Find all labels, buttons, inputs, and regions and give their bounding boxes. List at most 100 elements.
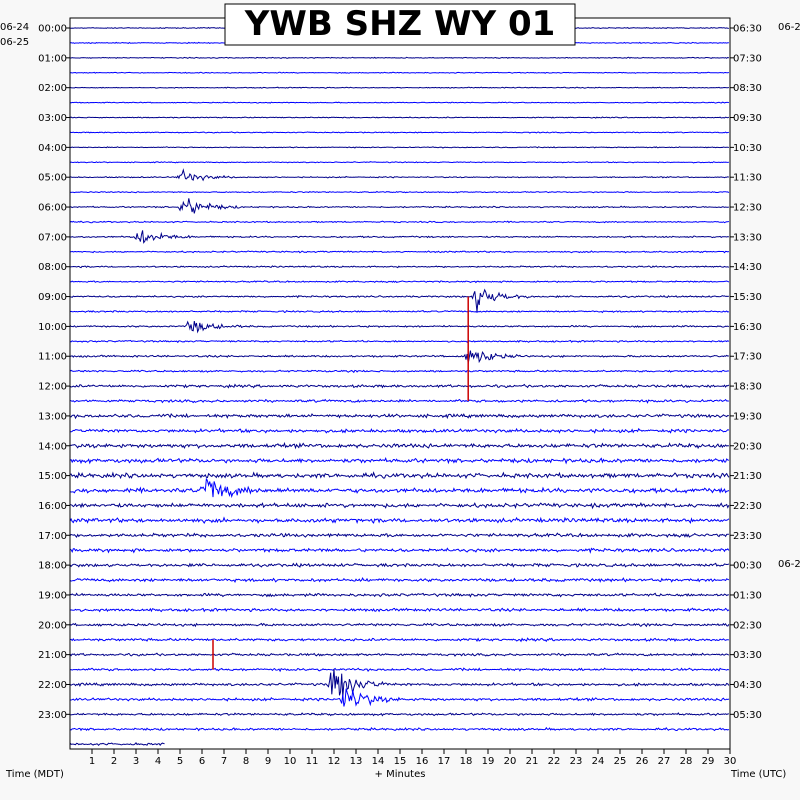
- left-hour-label: 04:00: [38, 143, 67, 154]
- trace-row: [69, 116, 730, 119]
- traces-group: [69, 26, 730, 747]
- right-hour-label: 06:30: [733, 24, 762, 35]
- right-date-top: 06-2: [778, 22, 800, 33]
- left-hour-label: 21:00: [38, 650, 67, 661]
- right-hour-label: 10:30: [733, 143, 762, 154]
- trace-row: [69, 577, 730, 584]
- x-tick-label: 24: [592, 756, 605, 767]
- right-hour-label: 05:30: [733, 710, 762, 721]
- left-hour-label: 00:00: [38, 24, 67, 35]
- trace-row: [69, 712, 729, 717]
- trace-row: [69, 398, 730, 404]
- right-hour-label: 00:30: [733, 561, 762, 572]
- right-time-axis: 06:30 07:30 08:30 09:30 10:30 11:30 12:30 13:30…: [730, 24, 762, 721]
- plot-area: [70, 18, 730, 749]
- left-hour-label: 17:00: [38, 531, 67, 542]
- trace-row: [69, 280, 730, 284]
- right-hour-label: 16:30: [733, 322, 762, 333]
- trace-row: [70, 688, 730, 707]
- chart-title: YWB SHZ WY 01: [244, 4, 556, 44]
- left-date-top: 06-24: [0, 22, 29, 33]
- trace-row: [69, 607, 730, 613]
- x-tick-label: 7: [221, 756, 227, 767]
- right-hour-label: 09:30: [733, 113, 762, 124]
- right-hour-label: 19:30: [733, 411, 762, 422]
- trace-row: [69, 516, 730, 525]
- x-tick-label: 14: [372, 756, 385, 767]
- x-axis-label: + Minutes: [375, 769, 426, 780]
- trace-row: [69, 230, 730, 244]
- event-markers: [212, 296, 469, 670]
- right-hour-label: 01:30: [733, 590, 762, 601]
- trace-row: [69, 190, 730, 194]
- left-hour-label: 15:00: [38, 471, 67, 482]
- trace-row: [69, 161, 729, 164]
- title-box: [224, 3, 576, 46]
- right-hour-label: 18:30: [733, 382, 762, 393]
- right-hour-label: 14:30: [733, 262, 762, 273]
- x-tick-label: 15: [394, 756, 407, 767]
- trace-row: [69, 71, 729, 74]
- right-hour-label: 12:30: [733, 203, 762, 214]
- x-tick-label: 22: [548, 756, 561, 767]
- right-hour-label: 20:30: [733, 441, 762, 452]
- trace-row: [69, 501, 730, 510]
- x-tick-label: 4: [155, 756, 161, 767]
- trace-row: [69, 532, 729, 539]
- x-tick-label: 9: [265, 756, 271, 767]
- trace-row: [69, 441, 729, 450]
- trace-row: [69, 668, 730, 698]
- right-hour-label: 02:30: [733, 620, 762, 631]
- trace-row: [69, 250, 730, 254]
- x-tick-label: 28: [680, 756, 693, 767]
- x-tick-label: 2: [111, 756, 117, 767]
- right-hour-label: 07:30: [733, 53, 762, 64]
- left-hour-label: 08:00: [38, 262, 67, 273]
- left-hour-label: 23:00: [38, 710, 67, 721]
- x-tick-label: 23: [570, 756, 583, 767]
- trace-row: [69, 350, 729, 364]
- trace-row: [69, 339, 730, 344]
- left-hour-label: 02:00: [38, 83, 67, 94]
- trace-row: [69, 310, 730, 314]
- trace-row: [69, 86, 729, 89]
- x-tick-label: 27: [658, 756, 671, 767]
- x-tick-label: 8: [243, 756, 249, 767]
- x-tick-label: 21: [526, 756, 539, 767]
- trace-row: [70, 56, 730, 59]
- left-hour-label: 11:00: [38, 352, 67, 363]
- trace-row: [69, 168, 730, 182]
- trace-row: [69, 369, 729, 374]
- trace-row: [69, 320, 730, 334]
- left-hour-label: 05:00: [38, 173, 67, 184]
- x-tick-label: 29: [702, 756, 715, 767]
- left-hour-label: 12:00: [38, 382, 67, 393]
- left-time-axis: 00:00 01:00 02:00 03:00 04:00 05:00 06:00 07:00…: [38, 24, 70, 721]
- trace-row: [69, 265, 730, 269]
- x-axis: 1 2 3 4 5 6 7 8 9 10 11 12 13 14 15 16 17 18 19 20 21 22 23 24 2…: [89, 749, 737, 767]
- left-hour-label: 16:00: [38, 501, 67, 512]
- x-tick-label: 16: [416, 756, 429, 767]
- trace-row: [69, 456, 729, 465]
- left-hour-label: 19:00: [38, 590, 67, 601]
- right-hour-label: 23:30: [733, 531, 762, 542]
- x-tick-label: 13: [350, 756, 363, 767]
- trace-row: [69, 383, 730, 389]
- trace-row: [69, 592, 729, 598]
- left-hour-label: 22:00: [38, 680, 67, 691]
- trace-row: [69, 101, 729, 104]
- trace-row: [69, 412, 730, 420]
- right-hour-label: 11:30: [733, 173, 762, 184]
- trace-row: [69, 478, 730, 499]
- left-hour-label: 07:00: [38, 232, 67, 243]
- x-tick-label: 30: [724, 756, 737, 767]
- x-tick-label: 1: [89, 756, 95, 767]
- right-date-mid: 06-2: [778, 559, 800, 570]
- x-tick-label: 19: [482, 756, 495, 767]
- right-axis-label: Time (UTC): [730, 769, 786, 780]
- right-hour-label: 03:30: [733, 650, 762, 661]
- trace-row: [69, 131, 729, 134]
- right-hour-label: 13:30: [733, 232, 762, 243]
- trace-row: [69, 220, 729, 224]
